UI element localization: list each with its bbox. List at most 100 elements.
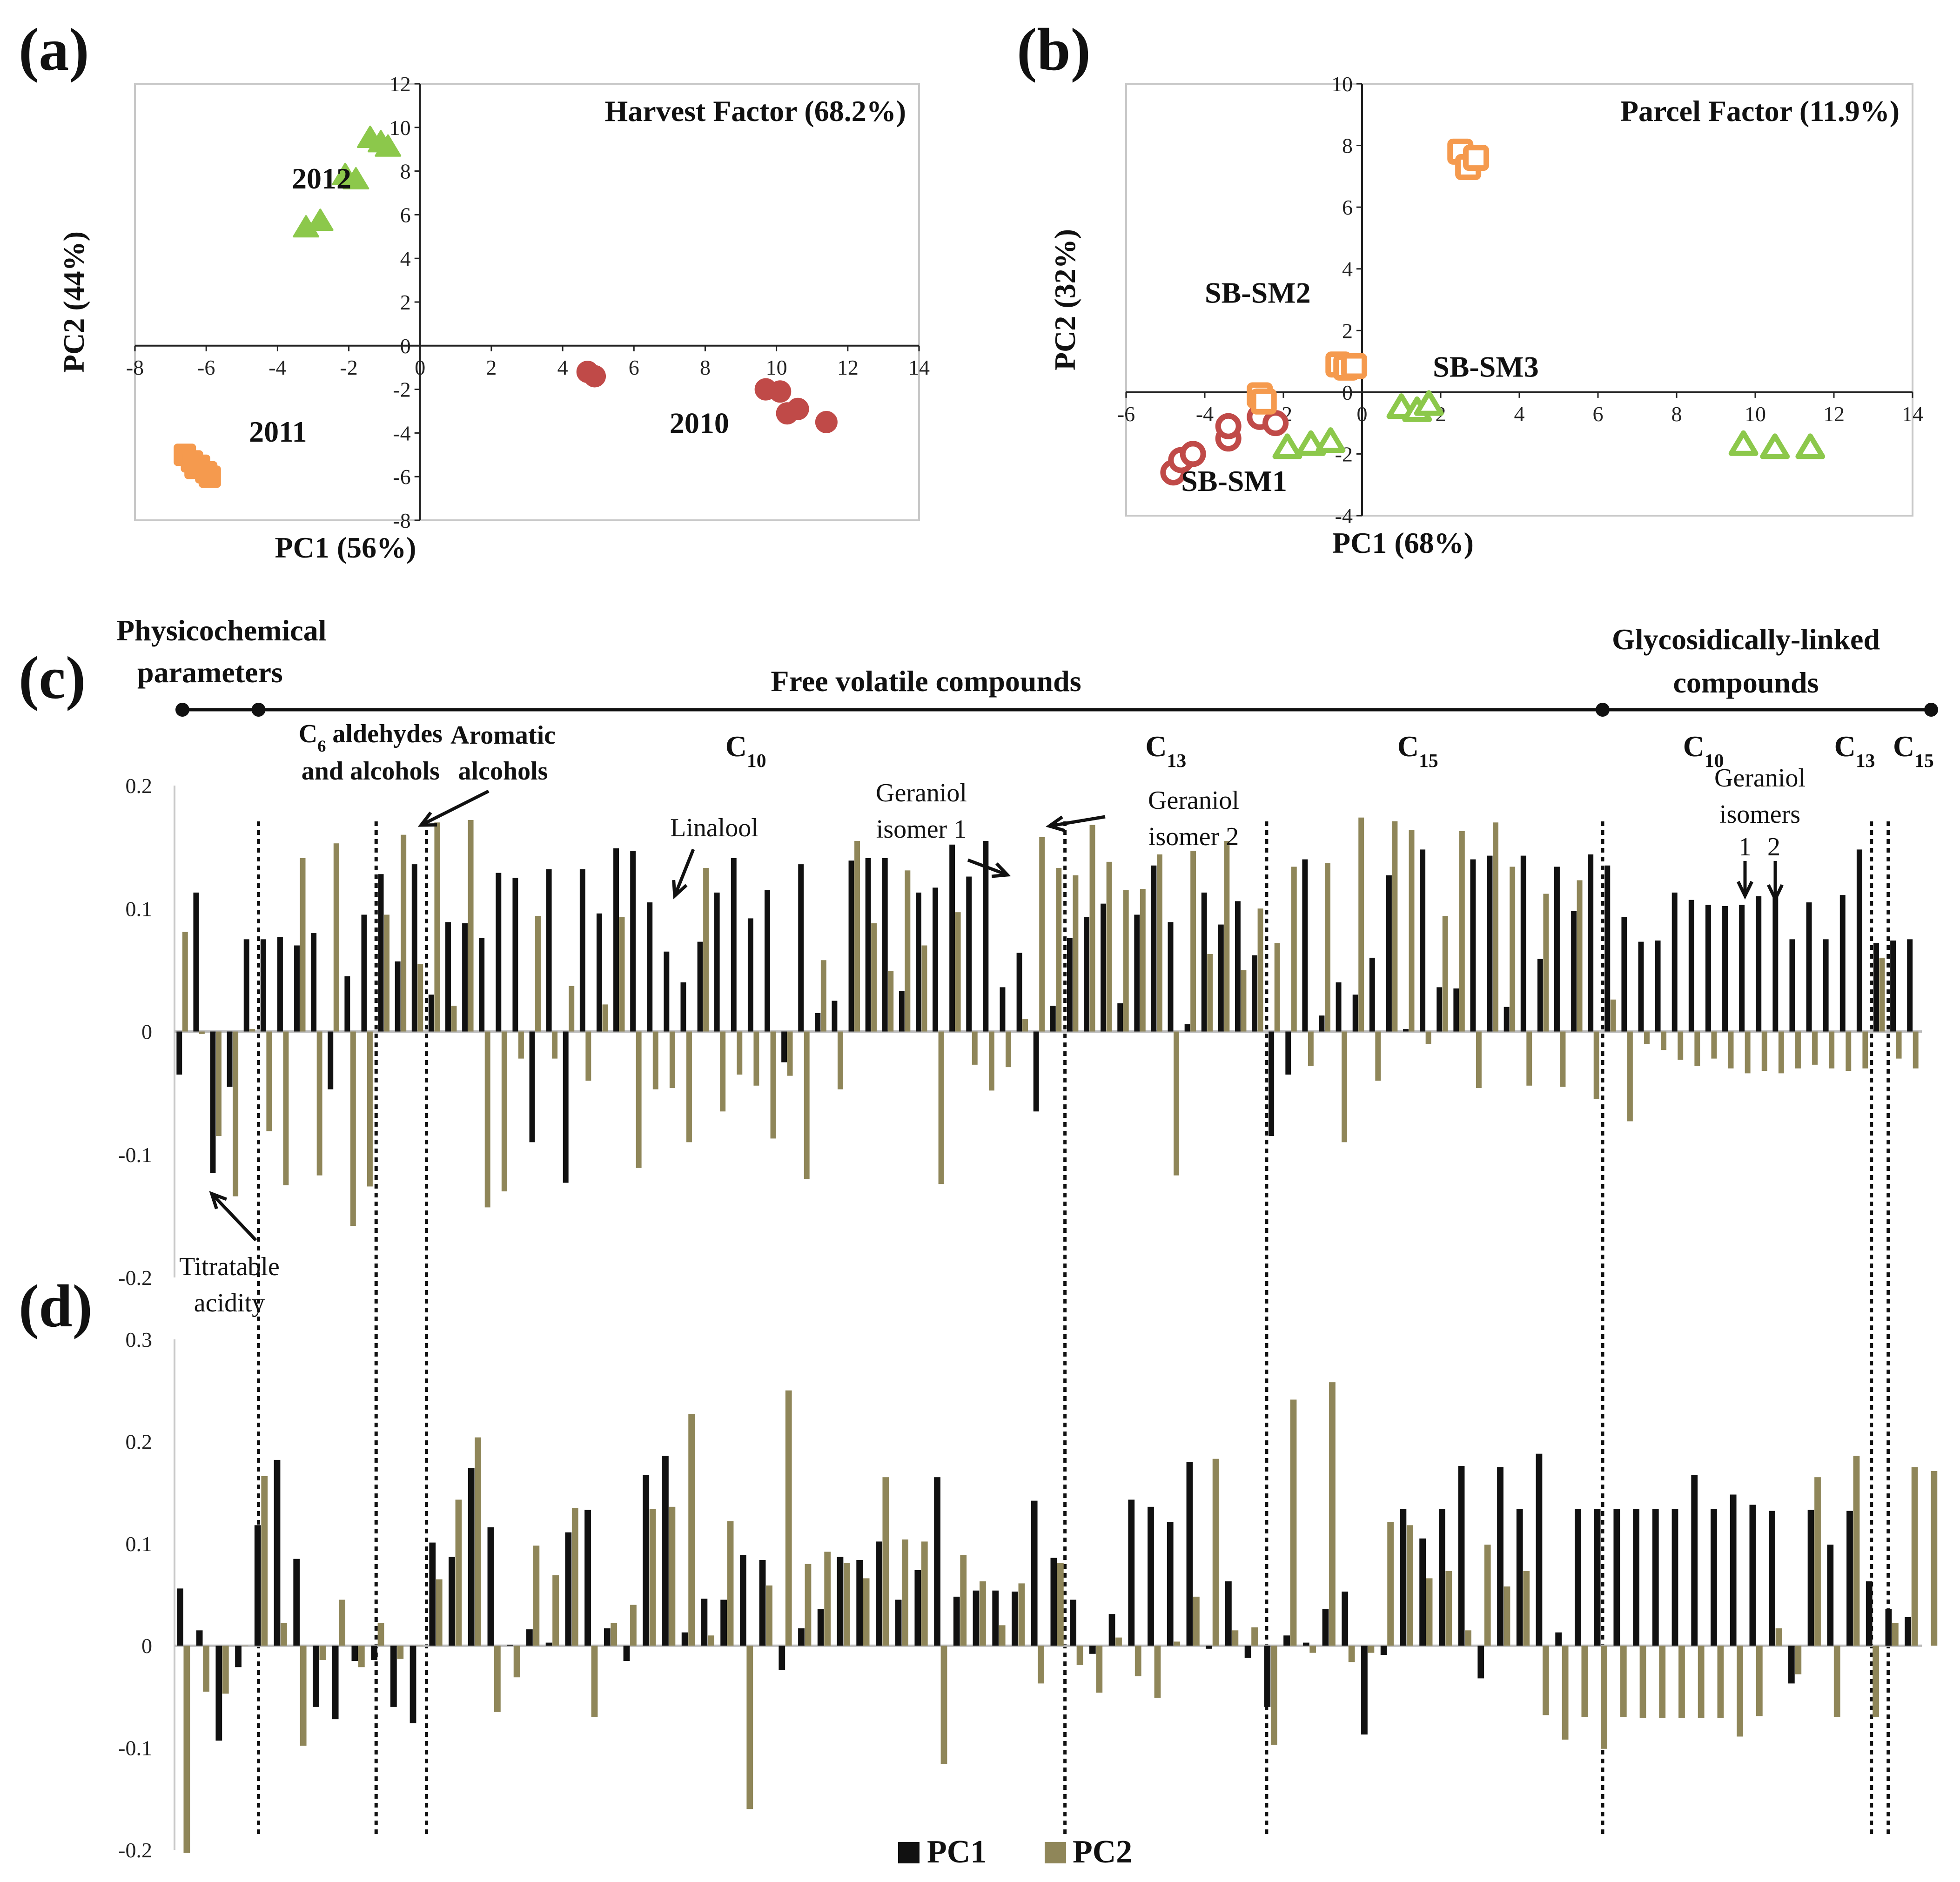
- bar-PC1: [1319, 1015, 1325, 1032]
- bar-PC1: [596, 913, 602, 1032]
- y-tick-label: -0.1: [118, 1143, 152, 1167]
- bar-PC2: [319, 1646, 326, 1660]
- bar-PC2: [1406, 1525, 1413, 1646]
- bar-PC1: [966, 876, 972, 1032]
- annotation-arrowhead: [417, 811, 437, 827]
- bar-PC2: [1873, 1646, 1879, 1717]
- annotation-arrow: [1049, 815, 1106, 828]
- subgroup-label: C15: [1893, 730, 1934, 771]
- bar-PC2: [955, 912, 961, 1032]
- data-point-SB-SM3: [1728, 430, 1759, 456]
- bar-PC1: [1520, 855, 1526, 1032]
- bar-PC1: [565, 1532, 572, 1646]
- bar-PC2: [707, 1635, 714, 1646]
- bar-PC2: [1778, 1031, 1784, 1074]
- x-tick-label: 4: [557, 356, 568, 379]
- bar-PC2: [999, 1625, 1006, 1646]
- bar-PC1: [914, 1570, 921, 1646]
- bar-PC1: [1151, 865, 1157, 1032]
- bar-PC1: [1342, 1591, 1349, 1646]
- bar-PC2: [377, 1623, 384, 1646]
- bar-PC1: [1905, 1617, 1912, 1646]
- x-axis-title: PC1 (56%): [275, 531, 416, 564]
- x-tick-label: -4: [268, 356, 286, 379]
- bar-PC1: [1907, 939, 1913, 1032]
- bar-PC2: [261, 1476, 268, 1646]
- bar-PC2: [1814, 1477, 1821, 1646]
- x-tick-label: -8: [126, 356, 144, 379]
- y-tick-label: 0.2: [126, 774, 153, 798]
- y-tick-label: 2: [1342, 319, 1353, 343]
- bar-PC2: [1123, 890, 1129, 1032]
- bar-PC1: [815, 1013, 821, 1032]
- bar-PC2: [316, 1031, 322, 1176]
- bar-PC2: [1931, 1471, 1938, 1646]
- bar-PC2: [727, 1521, 734, 1646]
- bar-PC2: [1911, 1467, 1918, 1646]
- bar-PC2: [824, 1552, 831, 1646]
- bar-PC2: [1174, 1641, 1181, 1646]
- bar-PC1: [274, 1459, 281, 1646]
- bar-PC2: [854, 840, 860, 1032]
- group-header-dot: [1924, 703, 1938, 717]
- bar-PC2: [455, 1499, 462, 1646]
- data-point-2011: [184, 457, 207, 479]
- bar-PC1: [697, 941, 703, 1032]
- data-point-SB-SM2: [1341, 353, 1368, 379]
- bar-PC2: [475, 1437, 482, 1646]
- data-point-SB-SM1: [1215, 413, 1242, 439]
- bar-PC2: [1465, 1630, 1471, 1646]
- bar-PC1: [1438, 1509, 1445, 1646]
- annotation-arrowhead: [672, 880, 688, 900]
- bar-PC1: [1806, 902, 1812, 1032]
- bar-PC2: [1892, 1623, 1899, 1646]
- bar-PC2: [669, 1031, 675, 1089]
- bar-PC1: [411, 864, 417, 1032]
- bar-PC1: [1504, 1007, 1510, 1032]
- subgroup-label: C15: [1397, 730, 1438, 771]
- bar-PC1: [1613, 1509, 1620, 1646]
- plot-frame: [134, 83, 920, 521]
- bar-PC2: [1812, 1031, 1818, 1065]
- bar-PC1: [720, 1600, 727, 1646]
- bar-PC1: [1420, 849, 1426, 1032]
- data-point-SB-SM3: [1414, 390, 1444, 416]
- bar-PC2: [837, 1031, 843, 1089]
- x-tick-label: 10: [766, 356, 787, 379]
- y-tick-label: 0.2: [126, 1430, 153, 1453]
- annotation-isomer-1: 1: [1738, 833, 1752, 861]
- bar-PC1: [1403, 1029, 1409, 1032]
- bar-PC2: [1795, 1031, 1801, 1069]
- y-tick-label: -4: [393, 421, 410, 445]
- bar-PC2: [533, 1546, 540, 1646]
- bar-PC2: [988, 1031, 994, 1091]
- bar-PC2: [804, 1031, 810, 1179]
- x-tick-label: 2: [486, 356, 497, 379]
- bar-PC2: [1795, 1646, 1802, 1674]
- bar-PC1: [210, 1031, 216, 1173]
- bar-PC1: [507, 1645, 514, 1646]
- bar-PC1: [949, 844, 955, 1032]
- bar-PC1: [1691, 1475, 1698, 1646]
- bar-PC1: [1571, 911, 1577, 1032]
- bar-PC2: [1174, 1031, 1179, 1176]
- bar-PC2: [384, 914, 390, 1032]
- annotation-arrowhead: [1046, 815, 1065, 832]
- bar-PC1: [449, 1557, 455, 1646]
- bar-PC1: [227, 1031, 233, 1087]
- bar-PC2: [513, 1646, 520, 1678]
- bar-PC1: [647, 902, 653, 1032]
- bar-PC1: [1866, 1581, 1873, 1646]
- bar-PC2: [686, 1031, 692, 1143]
- bar-PC2: [300, 858, 306, 1032]
- bar-PC2: [1154, 1646, 1161, 1698]
- y-tick-label: 8: [1342, 134, 1353, 158]
- bar-PC1: [462, 923, 468, 1032]
- bar-PC1: [1201, 892, 1207, 1032]
- bar-PC1: [1537, 959, 1543, 1032]
- bar-PC1: [371, 1646, 377, 1660]
- bar-PC2: [1057, 1563, 1064, 1646]
- bar-PC2: [1862, 1031, 1868, 1069]
- bar-PC1: [1336, 982, 1342, 1032]
- bar-PC1: [1827, 1544, 1834, 1646]
